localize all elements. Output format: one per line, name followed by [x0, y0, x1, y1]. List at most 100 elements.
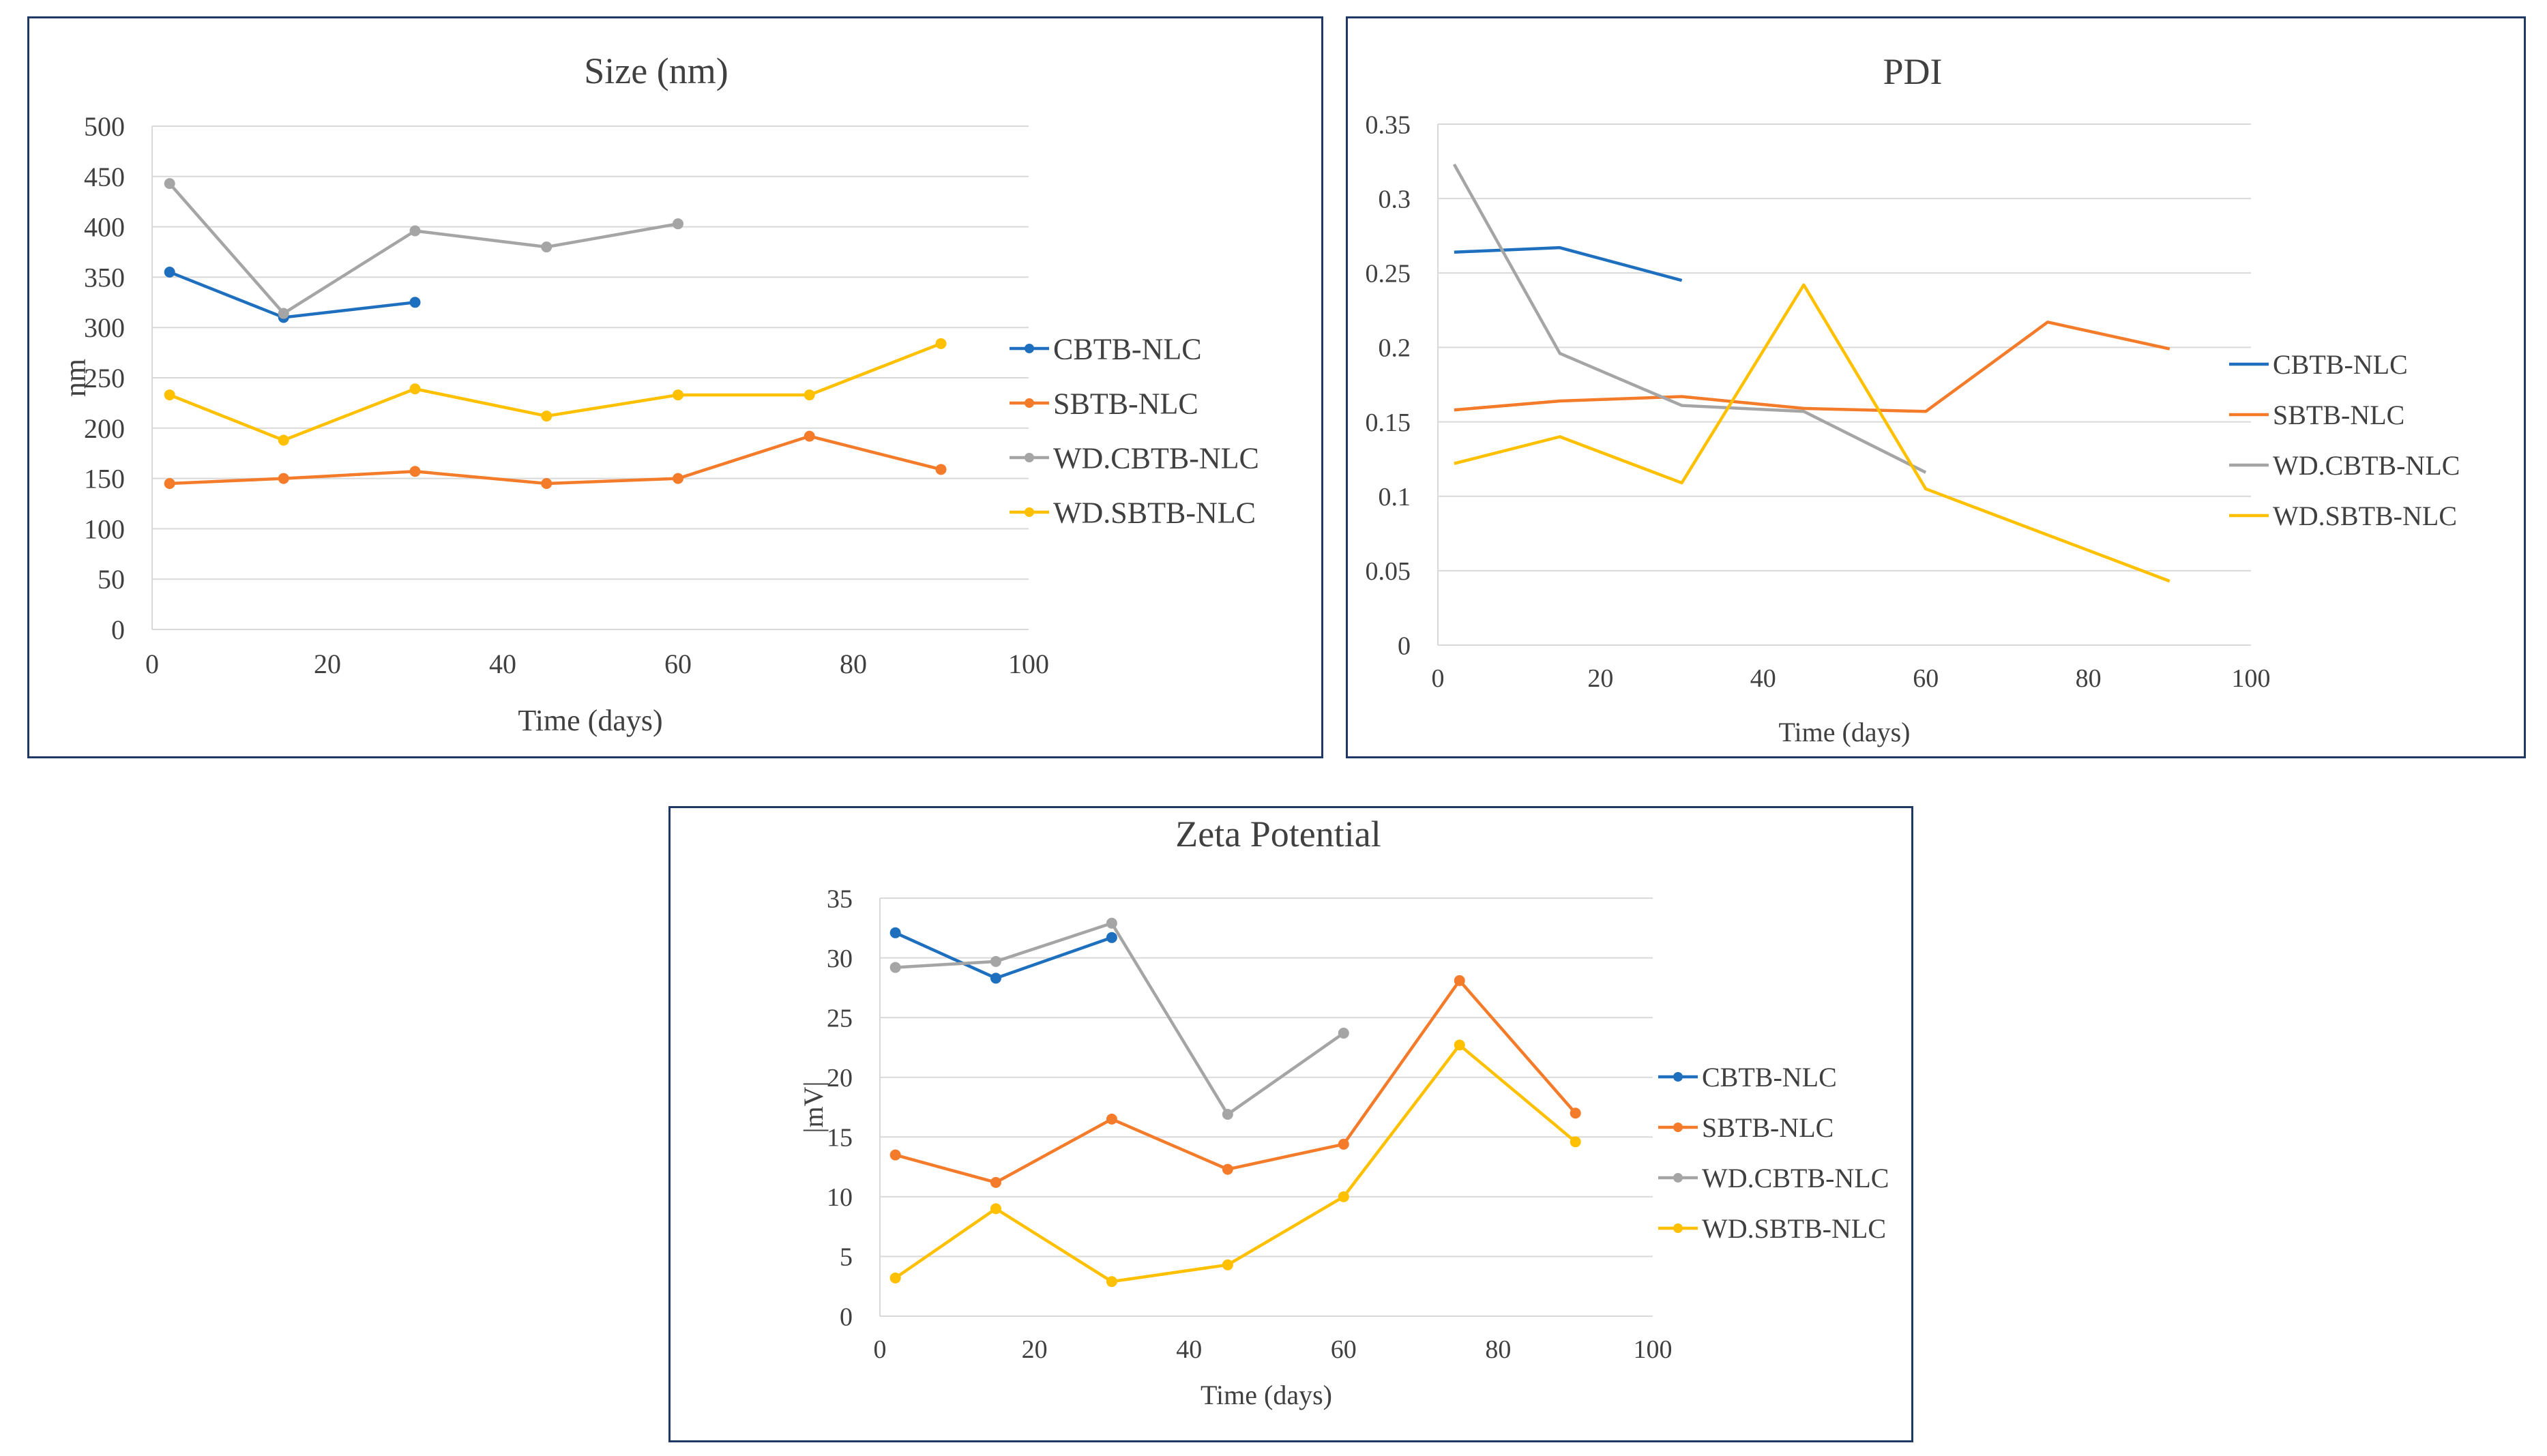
- size-xtick-label: 80: [840, 649, 867, 679]
- pdi-ytick-label: 0.25: [1366, 260, 1411, 288]
- zeta-xtick-label: 40: [1176, 1335, 1202, 1364]
- zeta-data-point: [1454, 1039, 1465, 1050]
- zeta-data-point: [1222, 1164, 1233, 1175]
- pdi-legend-label: WD.CBTB-NLC: [2273, 450, 2460, 481]
- zeta-ytick-label: 10: [827, 1183, 853, 1212]
- size-xtick-label: 60: [664, 649, 692, 679]
- size-legend-marker: [1025, 344, 1034, 353]
- zeta-xtick-label: 100: [1634, 1335, 1673, 1364]
- size-data-point: [410, 297, 421, 308]
- size-ytick-label: 100: [84, 514, 125, 544]
- zeta-xtick-label: 20: [1022, 1335, 1048, 1364]
- size-chart-title: Size (nm): [584, 50, 728, 91]
- size-data-point: [164, 478, 175, 489]
- size-data-point: [673, 389, 683, 400]
- size-legend-marker: [1025, 398, 1034, 408]
- size-data-point: [673, 473, 683, 484]
- zeta-chart-title: Zeta Potential: [1175, 814, 1381, 855]
- zeta-chart-panel: 0 5 10 15 20 25 30 35 0 20 40 60 80 100 Zeta Potential…: [668, 806, 1913, 1442]
- pdi-ytick-label: 0: [1398, 632, 1411, 660]
- pdi-ytick-label: 0.15: [1366, 408, 1411, 437]
- size-legend-label: SBTB-NLC: [1053, 387, 1198, 420]
- size-y-axis-label: nm: [59, 359, 92, 397]
- size-chart: 0 50 100 150 200 250 300 350 400 450 500 0 20 40 60 80 1…: [29, 18, 1321, 756]
- size-legend-marker: [1025, 507, 1034, 517]
- zeta-data-point: [1570, 1108, 1581, 1118]
- size-ytick-label: 500: [84, 111, 125, 142]
- size-ytick-label: 200: [84, 413, 125, 444]
- zeta-data-point: [1222, 1260, 1233, 1271]
- pdi-series-line-wd-sbtb-nlc: [1454, 285, 2170, 581]
- zeta-legend-label: WD.CBTB-NLC: [1702, 1163, 1889, 1193]
- zeta-data-point: [1338, 1139, 1349, 1150]
- size-ytick-label: 0: [111, 614, 125, 645]
- zeta-ytick-label: 5: [840, 1243, 853, 1272]
- pdi-ytick-label: 0.3: [1379, 185, 1411, 213]
- size-data-point: [278, 435, 289, 446]
- size-data-point: [936, 464, 947, 475]
- zeta-data-point: [1106, 1114, 1117, 1125]
- zeta-xtick-label: 60: [1331, 1335, 1357, 1364]
- zeta-series-line-cbtb-nlc: [896, 933, 1112, 979]
- zeta-data-point: [1106, 932, 1117, 943]
- pdi-x-axis-label: Time (days): [1779, 717, 1911, 747]
- zeta-data-point: [1106, 918, 1117, 929]
- zeta-legend-label: WD.SBTB-NLC: [1702, 1213, 1886, 1244]
- zeta-legend-marker: [1673, 1173, 1683, 1183]
- size-data-point: [410, 383, 421, 394]
- pdi-series-line-cbtb-nlc: [1454, 248, 1682, 280]
- zeta-data-point: [1454, 975, 1465, 986]
- pdi-xtick-label: 0: [1432, 664, 1445, 693]
- zeta-ytick-label: 0: [840, 1303, 853, 1331]
- zeta-data-point: [890, 1150, 901, 1161]
- pdi-legend-label: WD.SBTB-NLC: [2273, 501, 2457, 531]
- zeta-ytick-label: 15: [827, 1124, 853, 1153]
- size-data-point: [164, 389, 175, 400]
- size-data-point: [410, 466, 421, 477]
- pdi-ytick-label: 0.2: [1379, 334, 1411, 363]
- pdi-ytick-label: 0.1: [1379, 483, 1411, 511]
- size-data-point: [278, 308, 289, 319]
- size-data-point: [164, 267, 175, 278]
- size-series-line-wd-cbtb-nlc: [170, 183, 678, 313]
- pdi-xtick-label: 60: [1913, 664, 1939, 693]
- zeta-series-line-sbtb-nlc: [896, 981, 1576, 1183]
- pdi-chart: 0 0.05 0.1 0.15 0.2 0.25 0.3 0.35 0 20 40 60 80 100 PD…: [1348, 18, 2524, 756]
- zeta-data-point: [1338, 1028, 1349, 1039]
- size-chart-panel: 0 50 100 150 200 250 300 350 400 450 500 0 20 40 60 80 1…: [27, 16, 1323, 758]
- zeta-xtick-label: 80: [1485, 1335, 1511, 1364]
- zeta-ytick-label: 30: [827, 945, 853, 973]
- pdi-legend-label: CBTB-NLC: [2273, 349, 2408, 380]
- size-ytick-label: 50: [98, 564, 125, 595]
- size-xtick-label: 40: [489, 649, 516, 679]
- pdi-xtick-label: 20: [1587, 664, 1613, 693]
- zeta-legend-marker: [1673, 1123, 1683, 1132]
- zeta-legend-label: SBTB-NLC: [1702, 1112, 1834, 1143]
- pdi-series-line-sbtb-nlc: [1454, 322, 2170, 411]
- pdi-chart-title: PDI: [1883, 51, 1942, 92]
- size-data-point: [804, 431, 815, 442]
- size-ytick-label: 400: [84, 212, 125, 243]
- zeta-data-point: [890, 1273, 901, 1283]
- zeta-data-point: [1222, 1109, 1233, 1120]
- size-x-axis-label: Time (days): [518, 704, 662, 737]
- zeta-xtick-label: 0: [874, 1335, 887, 1364]
- size-legend-label: WD.SBTB-NLC: [1053, 496, 1256, 529]
- size-xtick-label: 20: [314, 649, 341, 679]
- size-ytick-label: 450: [84, 162, 125, 192]
- zeta-data-point: [990, 956, 1001, 967]
- zeta-ytick-label: 20: [827, 1064, 853, 1093]
- size-data-point: [936, 338, 947, 349]
- size-series-line-cbtb-nlc: [170, 272, 415, 317]
- size-ytick-label: 350: [84, 262, 125, 293]
- pdi-ytick-label: 0.35: [1366, 110, 1411, 139]
- zeta-data-point: [990, 972, 1001, 983]
- pdi-legend-label: SBTB-NLC: [2273, 400, 2404, 430]
- pdi-xtick-label: 100: [2232, 664, 2271, 693]
- zeta-legend-label: CBTB-NLC: [1702, 1062, 1837, 1093]
- size-data-point: [164, 178, 175, 189]
- pdi-xtick-label: 80: [2076, 664, 2102, 693]
- size-data-point: [673, 218, 683, 229]
- pdi-series-line-wd-cbtb-nlc: [1454, 164, 1926, 473]
- zeta-data-point: [1338, 1191, 1349, 1202]
